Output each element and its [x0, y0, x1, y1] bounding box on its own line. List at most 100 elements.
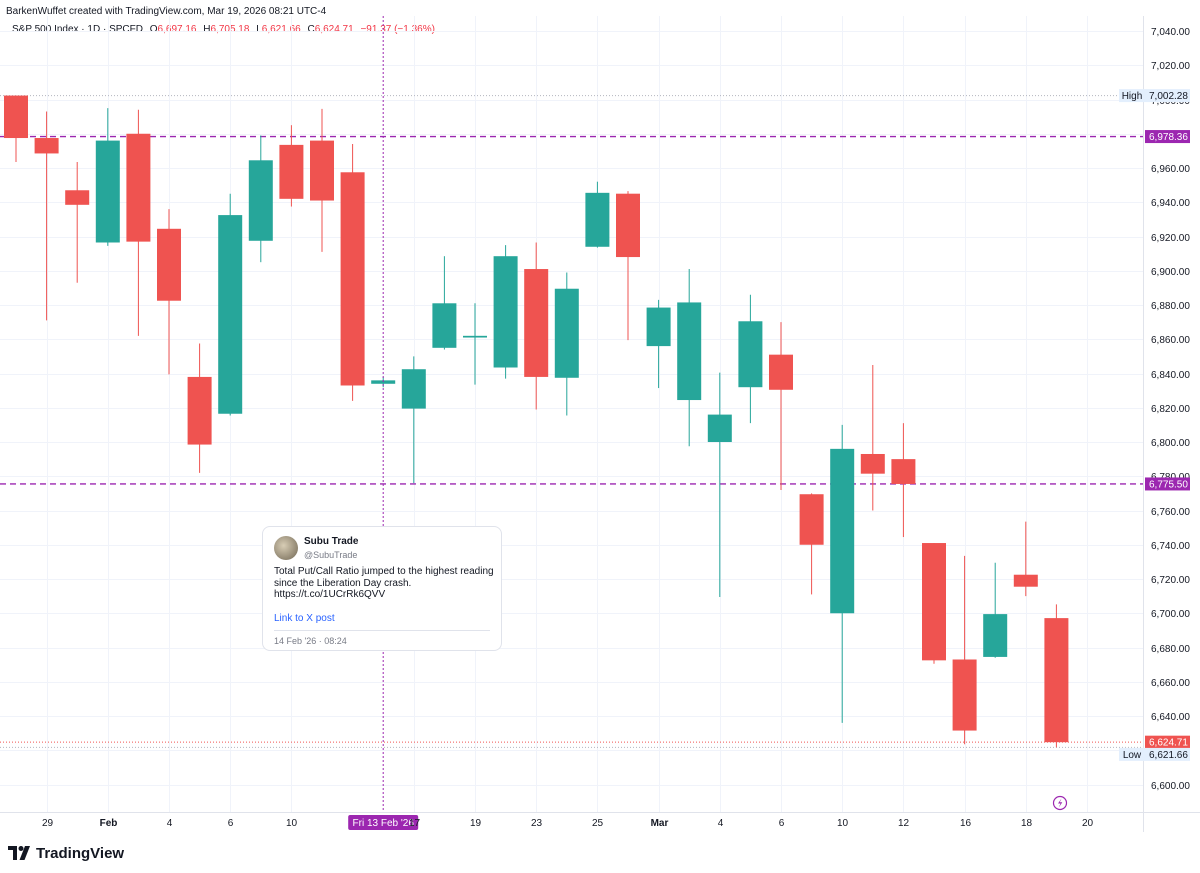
candle [524, 242, 549, 410]
candle [769, 322, 793, 490]
candle-body [65, 190, 90, 205]
candle-body [554, 288, 579, 378]
price-tick-label: 6,640.00 [1151, 712, 1190, 723]
time-tick-label: 6 [228, 818, 234, 829]
price-tick-label: 6,920.00 [1151, 233, 1190, 244]
time-tick-label: 4 [718, 818, 724, 829]
candle [65, 162, 90, 283]
high-price-flag-tag [1119, 89, 1145, 103]
legend-change: −91.37 (−1.36%) [360, 24, 435, 35]
candle [218, 193, 243, 416]
grid [0, 16, 1143, 812]
candle-body [769, 354, 793, 390]
candle [952, 555, 977, 745]
candle [585, 181, 610, 248]
time-tick-label: 6 [779, 818, 785, 829]
legend-close-key: C [307, 24, 315, 35]
candle [922, 543, 946, 664]
candle [616, 191, 640, 341]
price-flags: High 7,002.28 6,978.36 6,775.50 6,624.71 Low 6… [1119, 89, 1190, 761]
time-tick-label: 23 [531, 818, 543, 829]
time-tick-label: 29 [42, 818, 54, 829]
price-tick-label: 6,940.00 [1151, 198, 1190, 209]
price-tick-label: 6,740.00 [1151, 541, 1190, 552]
candle-body [248, 160, 273, 241]
candle [1013, 521, 1038, 597]
candle [4, 95, 28, 163]
tweet-link[interactable]: Link to X post [274, 613, 335, 624]
tradingview-brand[interactable]: TradingView [8, 843, 124, 863]
price-tick-label: 6,800.00 [1151, 438, 1190, 449]
time-tick-label: Feb [100, 818, 118, 829]
candle [983, 562, 1008, 658]
horizontal-lines [0, 95, 1143, 748]
legend-low-key: L [256, 24, 262, 35]
symbol-legend: S&P 500 Index · 1D · SPCFD O6,697.16 H6,… [12, 24, 435, 35]
candle-body [187, 376, 212, 445]
candle [799, 493, 824, 595]
candle-body [922, 543, 946, 661]
legend-symbol[interactable]: S&P 500 Index · 1D · SPCFD [12, 24, 143, 35]
last-price-flag [1145, 735, 1190, 749]
tweet-divider [274, 630, 490, 631]
candle-body [616, 193, 640, 258]
candle-body [157, 228, 181, 301]
candle-body [310, 140, 334, 201]
candle [891, 423, 916, 538]
price-tick-label: 6,960.00 [1151, 164, 1190, 175]
candle-body [524, 269, 549, 377]
low-price-tag-text: Low [1123, 750, 1142, 761]
candle-body [677, 302, 702, 401]
tweet-card[interactable]: Subu Trade @SubuTrade Total Put/Call Rat… [262, 526, 502, 651]
candle-body [493, 256, 518, 368]
high-price-flag-text: 7,002.28 [1149, 91, 1188, 102]
tweet-date: 14 Feb '26 · 08:24 [274, 636, 347, 646]
high-price-flag [1145, 89, 1190, 103]
price-tick-label: 6,660.00 [1151, 678, 1190, 689]
candle [401, 356, 426, 484]
legend-close: 6,624.71 [314, 24, 354, 35]
candle [310, 108, 334, 252]
candle [187, 343, 212, 473]
candles [4, 95, 1069, 748]
time-axis[interactable]: 29 Feb 4 6 10 17 19 23 25 Mar 4 6 10 12 16 18 20 [42, 818, 1094, 829]
candle-body [4, 95, 28, 139]
line-price-flag-text: 6,978.36 [1149, 132, 1188, 143]
time-tick-label: 10 [837, 818, 849, 829]
candle-body [860, 453, 885, 474]
flash-icon[interactable] [1052, 795, 1068, 811]
line-price-flag [1145, 130, 1190, 144]
candle [340, 144, 365, 401]
time-tick-label: 17 [409, 818, 421, 829]
time-tick-label: 12 [898, 818, 910, 829]
candle-body [585, 192, 610, 247]
candle-body [830, 448, 855, 614]
price-tick-label: 6,600.00 [1151, 781, 1190, 792]
tweet-author-name: Subu Trade [304, 536, 359, 547]
candle [677, 269, 702, 447]
candle [279, 125, 304, 207]
time-tick-label: 10 [286, 818, 298, 829]
legend-high-key: H [203, 24, 211, 35]
time-tick-label: 18 [1021, 818, 1033, 829]
price-tick-label: 6,680.00 [1151, 644, 1190, 655]
time-tick-label: 4 [167, 818, 173, 829]
price-tick-label: 6,900.00 [1151, 267, 1190, 278]
candle [95, 108, 120, 246]
candle-body [432, 303, 457, 348]
time-tick-label: 16 [960, 818, 972, 829]
candle [554, 272, 579, 416]
last-price-flag-text: 6,624.71 [1149, 738, 1188, 749]
candle [126, 109, 151, 336]
candle-body [218, 215, 243, 414]
crosshair: Fri 13 Feb '26 [348, 16, 419, 830]
avatar [274, 536, 298, 560]
candle [248, 135, 273, 263]
candle-body [646, 307, 671, 347]
price-tick-label: 6,720.00 [1151, 575, 1190, 586]
candle-body [371, 380, 396, 384]
candle-body [738, 321, 763, 388]
candle [157, 209, 181, 375]
candle [738, 294, 763, 424]
